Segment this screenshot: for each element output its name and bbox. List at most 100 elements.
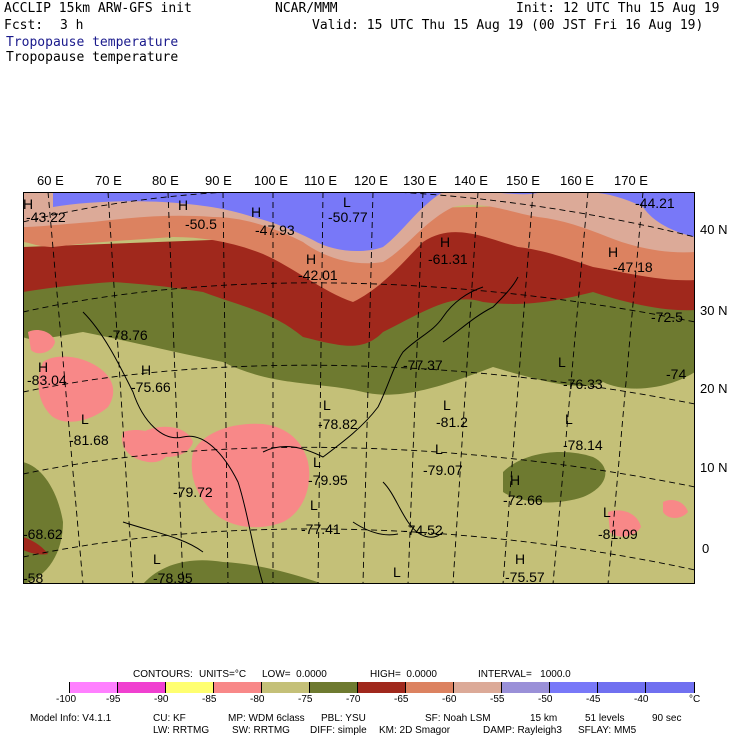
colorbar-tick: -55 bbox=[490, 694, 505, 705]
colorbar-tick: -80 bbox=[250, 694, 265, 705]
map-label: -50.5 bbox=[185, 216, 217, 232]
coastlines bbox=[82, 276, 519, 584]
lon-label: 90 E bbox=[205, 173, 232, 188]
colorbar-tick: -45 bbox=[586, 694, 601, 705]
patch-80 bbox=[38, 356, 114, 422]
map-label: -77.41 bbox=[301, 521, 341, 537]
map-label: L bbox=[81, 411, 89, 427]
map-label: L bbox=[310, 497, 318, 513]
map-label: -74 bbox=[666, 366, 686, 382]
map-label: -43.22 bbox=[26, 209, 66, 225]
map-label: -79.72 bbox=[173, 484, 213, 500]
map-label: -83.04 bbox=[27, 372, 67, 388]
field-name-primary: Tropopause temperature bbox=[6, 35, 179, 50]
map-label: -77.37 bbox=[403, 357, 443, 373]
contours-label: CONTOURS: bbox=[133, 669, 193, 680]
map-label: -75.66 bbox=[131, 379, 171, 395]
lon-label: 140 E bbox=[454, 173, 488, 188]
color-swatch bbox=[262, 682, 310, 693]
map-label: L bbox=[435, 441, 443, 457]
patch-80 bbox=[663, 500, 688, 518]
map-label: -79.95 bbox=[308, 472, 348, 488]
lon-label: 100 E bbox=[254, 173, 288, 188]
model-title: ACCLIP 15km ARW-GFS init bbox=[4, 1, 192, 16]
map-label: -78.95 bbox=[153, 570, 193, 584]
map-label: -75.57 bbox=[505, 569, 545, 584]
color-swatch bbox=[166, 682, 214, 693]
band-45 bbox=[53, 192, 695, 252]
graticule bbox=[23, 192, 695, 584]
init-time: Init: 12 UTC Thu 15 Aug 19 bbox=[516, 1, 720, 16]
patch-70 bbox=[503, 452, 606, 503]
map-label: H bbox=[608, 244, 618, 260]
time-step: 90 sec bbox=[652, 713, 682, 724]
valid-time: Valid: 15 UTC Thu 15 Aug 19 (00 JST Fri … bbox=[312, 18, 704, 33]
map-label: H bbox=[251, 204, 261, 220]
colorbar-tick: -50 bbox=[538, 694, 553, 705]
lw-scheme: LW: RRTMG bbox=[153, 725, 210, 736]
map-label: L bbox=[443, 397, 451, 413]
map-label: -44.21 bbox=[635, 195, 675, 211]
colorbar-unit: °C bbox=[689, 694, 701, 705]
contours-interval: INTERVAL= 1000.0 bbox=[478, 669, 571, 680]
map-label: -78.82 bbox=[318, 416, 358, 432]
map-label: -47.93 bbox=[255, 222, 295, 238]
org-label: NCAR/MMM bbox=[275, 1, 338, 16]
lat-label: 30 N bbox=[700, 303, 728, 318]
map-label: -81.09 bbox=[598, 526, 638, 542]
colorbar-tick: -70 bbox=[346, 694, 361, 705]
color-swatch bbox=[454, 682, 502, 693]
color-swatch bbox=[214, 682, 262, 693]
map-label: H bbox=[38, 359, 48, 375]
map-label: H bbox=[23, 196, 33, 212]
color-swatch bbox=[118, 682, 166, 693]
map-label: -72.66 bbox=[503, 492, 543, 508]
tropopause-temperature-map: H -43.22 H -50.5 H -47.93 L -50.77 H -42… bbox=[23, 192, 695, 584]
lat-label: 20 N bbox=[700, 381, 728, 396]
color-swatch bbox=[358, 682, 406, 693]
resolution: 15 km bbox=[530, 713, 558, 724]
lon-label: 160 E bbox=[560, 173, 594, 188]
patch-65 bbox=[23, 537, 48, 555]
lon-label: 130 E bbox=[403, 173, 437, 188]
patch-80 bbox=[608, 510, 641, 537]
color-swatch bbox=[646, 682, 695, 693]
lon-label: 70 E bbox=[95, 173, 122, 188]
model-info: Model Info: V4.1.1 bbox=[30, 713, 112, 724]
map-label: -76.33 bbox=[563, 376, 603, 392]
map-label: L bbox=[393, 564, 401, 580]
colorbar-tick: -90 bbox=[154, 694, 169, 705]
map-label: H bbox=[141, 362, 151, 378]
diff-scheme: DIFF: simple bbox=[310, 725, 367, 736]
damp-scheme: DAMP: Rayleigh3 bbox=[483, 725, 562, 736]
color-swatch bbox=[502, 682, 550, 693]
map-label: L bbox=[343, 194, 351, 210]
contours-units: UNITS=°C bbox=[199, 669, 247, 680]
lon-label: 80 E bbox=[152, 173, 179, 188]
map-label: -74.52 bbox=[403, 522, 443, 538]
map-label: -79.07 bbox=[423, 462, 463, 478]
colorbar-tick: -100 bbox=[56, 694, 77, 705]
colorbar-tick: -40 bbox=[634, 694, 649, 705]
map-label: -47.18 bbox=[613, 259, 653, 275]
map-label: L bbox=[153, 551, 161, 567]
fcst-value: 3 h bbox=[60, 18, 84, 33]
map-label: L bbox=[603, 504, 611, 520]
patch-70 bbox=[23, 462, 63, 584]
map-label: -81.68 bbox=[69, 432, 109, 448]
lon-label: 170 E bbox=[614, 173, 648, 188]
patch-80 bbox=[28, 330, 55, 354]
colorbar-tick: -85 bbox=[202, 694, 217, 705]
colorbar-tick: -95 bbox=[106, 694, 121, 705]
colorbar-tick: -75 bbox=[298, 694, 313, 705]
map-label: -42.01 bbox=[298, 267, 338, 283]
colorbar-tick: -65 bbox=[394, 694, 409, 705]
cu-scheme: CU: KF bbox=[153, 713, 186, 724]
sw-scheme: SW: RRTMG bbox=[232, 725, 290, 736]
color-swatch bbox=[550, 682, 598, 693]
lat-label: 10 N bbox=[700, 460, 728, 475]
map-label: -50.77 bbox=[328, 209, 368, 225]
map-label: L bbox=[565, 411, 573, 427]
lon-label: 110 E bbox=[304, 173, 338, 188]
map-label: H bbox=[440, 234, 450, 250]
